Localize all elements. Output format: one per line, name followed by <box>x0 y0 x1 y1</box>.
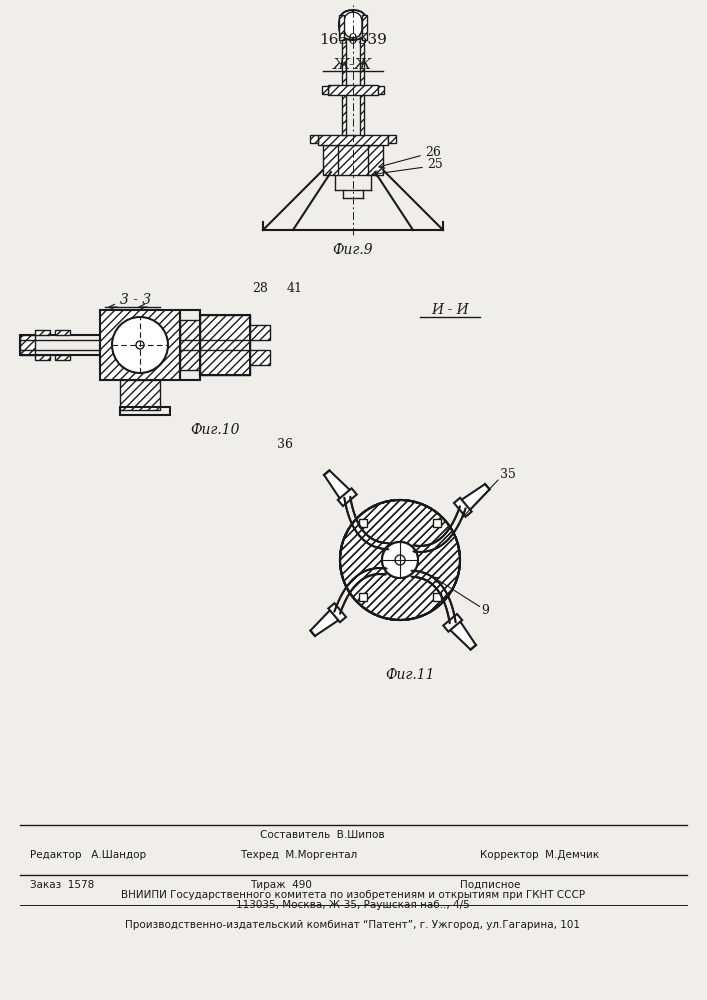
Text: 25: 25 <box>427 157 443 170</box>
Text: 36: 36 <box>277 438 293 452</box>
Text: Фиг.11: Фиг.11 <box>385 668 435 682</box>
Bar <box>180 310 200 380</box>
Circle shape <box>382 542 418 578</box>
Bar <box>100 310 180 380</box>
Circle shape <box>395 555 405 565</box>
Text: Корректор  М.Демчик: Корректор М.Демчик <box>480 850 599 860</box>
FancyBboxPatch shape <box>344 12 362 38</box>
Bar <box>362 15 367 40</box>
Text: Фиг.9: Фиг.9 <box>333 243 373 257</box>
Text: Техред  М.Моргентал: Техред М.Моргентал <box>240 850 357 860</box>
Text: Тираж  490: Тираж 490 <box>250 880 312 890</box>
Text: 3 - 3: 3 - 3 <box>120 293 151 307</box>
Polygon shape <box>324 470 353 502</box>
Text: 41: 41 <box>287 282 303 294</box>
Bar <box>342 35 346 135</box>
Bar <box>200 315 250 375</box>
Polygon shape <box>458 484 489 513</box>
Bar <box>35 355 50 360</box>
Bar <box>360 35 364 135</box>
Bar <box>433 593 440 601</box>
Bar <box>250 350 270 365</box>
Polygon shape <box>310 607 341 636</box>
Text: 1650539: 1650539 <box>319 33 387 47</box>
FancyBboxPatch shape <box>339 10 367 40</box>
Bar <box>250 325 270 340</box>
Circle shape <box>395 555 405 565</box>
Bar <box>359 593 367 601</box>
Bar <box>35 330 50 335</box>
Bar <box>359 519 367 527</box>
Text: 28: 28 <box>252 282 268 294</box>
Text: ВНИИПИ Государственного комитета по изобретениям и открытиям при ГКНТ СССР: ВНИИПИ Государственного комитета по изоб… <box>121 890 585 900</box>
Polygon shape <box>448 618 476 650</box>
Bar <box>318 135 388 145</box>
Text: Ж-Ж: Ж-Ж <box>333 58 373 72</box>
Bar <box>200 315 250 375</box>
Bar <box>20 335 35 355</box>
Bar <box>388 135 396 143</box>
Polygon shape <box>338 488 357 506</box>
Bar <box>180 320 200 370</box>
Bar <box>322 86 328 94</box>
Text: Фиг.10: Фиг.10 <box>190 423 240 437</box>
Text: 113035, Москва, Ж-35, Раушская наб.., 4/5: 113035, Москва, Ж-35, Раушская наб.., 4/… <box>236 900 470 910</box>
Bar <box>55 355 70 360</box>
Bar <box>328 85 378 95</box>
Bar <box>323 145 383 175</box>
Text: Заказ  1578: Заказ 1578 <box>30 880 94 890</box>
Circle shape <box>382 542 418 578</box>
Text: Редактор   А.Шандор: Редактор А.Шандор <box>30 850 146 860</box>
Text: Производственно-издательский комбинат “Патент”, г. Ужгород, ул.Гагарина, 101: Производственно-издательский комбинат “П… <box>126 920 580 930</box>
Text: 35: 35 <box>500 468 516 482</box>
Text: Составитель  В.Шипов: Составитель В.Шипов <box>260 830 385 840</box>
Bar <box>310 135 318 143</box>
Bar <box>378 86 384 94</box>
Polygon shape <box>328 603 346 622</box>
Circle shape <box>340 500 460 620</box>
Text: Подписное: Подписное <box>460 880 520 890</box>
Bar <box>20 335 100 355</box>
Bar <box>55 330 70 335</box>
Bar <box>120 380 160 410</box>
Circle shape <box>112 317 168 373</box>
Polygon shape <box>454 498 472 517</box>
Bar <box>339 15 344 40</box>
Text: 26: 26 <box>425 145 441 158</box>
Text: 9: 9 <box>481 603 489 616</box>
Polygon shape <box>443 614 462 632</box>
Bar <box>120 407 170 415</box>
Text: И - И: И - И <box>431 303 469 317</box>
Bar <box>433 519 440 527</box>
